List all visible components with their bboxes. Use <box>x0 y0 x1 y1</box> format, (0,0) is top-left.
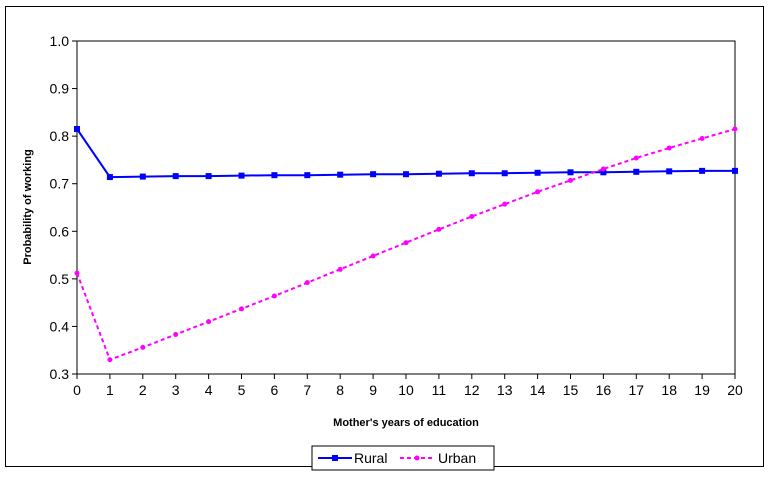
x-tick-label: 3 <box>172 382 180 398</box>
y-tick-label: 0.9 <box>50 81 70 97</box>
y-tick-label: 0.6 <box>50 223 70 239</box>
data-point-urban <box>600 166 606 172</box>
data-point-rural <box>172 173 179 180</box>
data-point-urban <box>271 293 277 299</box>
y-axis-title: Probability of working <box>22 149 34 265</box>
x-tick-label: 6 <box>271 382 279 398</box>
data-point-urban <box>732 126 738 132</box>
data-point-urban <box>403 240 409 246</box>
data-point-urban <box>304 280 310 286</box>
x-tick-label: 1 <box>106 382 114 398</box>
data-point-rural <box>633 168 640 175</box>
x-tick-label: 13 <box>497 382 513 398</box>
x-tick-label: 4 <box>205 382 213 398</box>
x-tick-label: 17 <box>629 382 645 398</box>
data-point-rural <box>304 172 311 179</box>
x-tick-label: 10 <box>398 382 414 398</box>
data-point-urban <box>502 201 508 207</box>
data-point-rural <box>139 173 146 180</box>
legend-label-rural: Rural <box>354 450 387 466</box>
x-tick-label: 20 <box>727 382 743 398</box>
series-layer <box>74 126 738 363</box>
y-tick-label: 1.0 <box>50 33 70 49</box>
data-point-rural <box>106 174 113 181</box>
data-point-rural <box>435 170 442 177</box>
data-point-urban <box>337 266 343 272</box>
legend: Rural Urban <box>311 445 495 471</box>
x-tick-label: 8 <box>336 382 344 398</box>
x-tick-label: 15 <box>563 382 579 398</box>
x-tick-label: 16 <box>596 382 612 398</box>
data-point-urban <box>568 177 573 183</box>
data-point-urban <box>666 145 672 151</box>
series-line-urban <box>76 128 736 361</box>
x-tick-label: 5 <box>238 382 246 398</box>
y-axis-ticks: 0.3 0.4 0.5 0.6 0.7 0.8 0.9 1.0 <box>50 33 77 382</box>
data-point-rural <box>666 168 673 175</box>
y-tick-label: 0.5 <box>50 271 70 287</box>
data-point-urban <box>173 332 179 338</box>
data-point-rural <box>468 170 475 177</box>
legend-marker-rural <box>332 455 338 461</box>
x-tick-label: 19 <box>694 382 710 398</box>
data-point-rural <box>534 169 541 176</box>
data-point-rural <box>337 171 344 178</box>
legend-marker-urban <box>414 455 420 461</box>
y-tick-label: 0.7 <box>50 176 70 192</box>
x-tick-label: 18 <box>661 382 677 398</box>
data-point-rural <box>600 169 607 176</box>
data-point-rural <box>403 171 409 178</box>
data-point-urban <box>107 357 113 363</box>
data-point-urban <box>370 253 376 259</box>
x-tick-label: 14 <box>530 382 546 398</box>
data-point-rural <box>567 169 574 176</box>
data-point-rural <box>238 172 245 179</box>
y-tick-label: 0.3 <box>50 366 70 382</box>
x-tick-label: 2 <box>139 382 147 398</box>
x-tick-label: 9 <box>369 382 377 398</box>
data-point-urban <box>436 226 442 232</box>
x-axis-ticks: 0 1 2 3 4 5 6 7 8 9 10 11 12 13 14 15 16 17 18 19 20 <box>73 374 743 398</box>
y-tick-label: 0.8 <box>50 128 70 144</box>
data-point-urban <box>206 319 212 325</box>
data-point-rural <box>271 172 278 179</box>
data-point-urban <box>535 189 541 195</box>
x-tick-label: 0 <box>73 382 81 398</box>
data-point-urban <box>469 214 475 220</box>
data-point-rural <box>501 170 508 177</box>
legend-label-urban: Urban <box>438 450 476 466</box>
data-point-urban <box>699 136 705 142</box>
data-point-urban <box>633 155 639 161</box>
data-point-rural <box>74 126 80 133</box>
plot-area <box>76 40 736 375</box>
data-point-urban <box>239 306 244 312</box>
data-point-urban <box>74 270 80 276</box>
data-point-urban <box>140 344 146 350</box>
data-point-rural <box>732 167 738 174</box>
x-tick-label: 11 <box>432 382 447 398</box>
x-axis-title: Mother's years of education <box>333 417 479 429</box>
x-tick-label: 7 <box>303 382 311 398</box>
data-point-rural <box>699 167 706 174</box>
x-tick-label: 12 <box>464 382 480 398</box>
y-tick-label: 0.4 <box>50 318 70 334</box>
data-point-rural <box>205 173 212 180</box>
data-point-rural <box>370 171 377 178</box>
